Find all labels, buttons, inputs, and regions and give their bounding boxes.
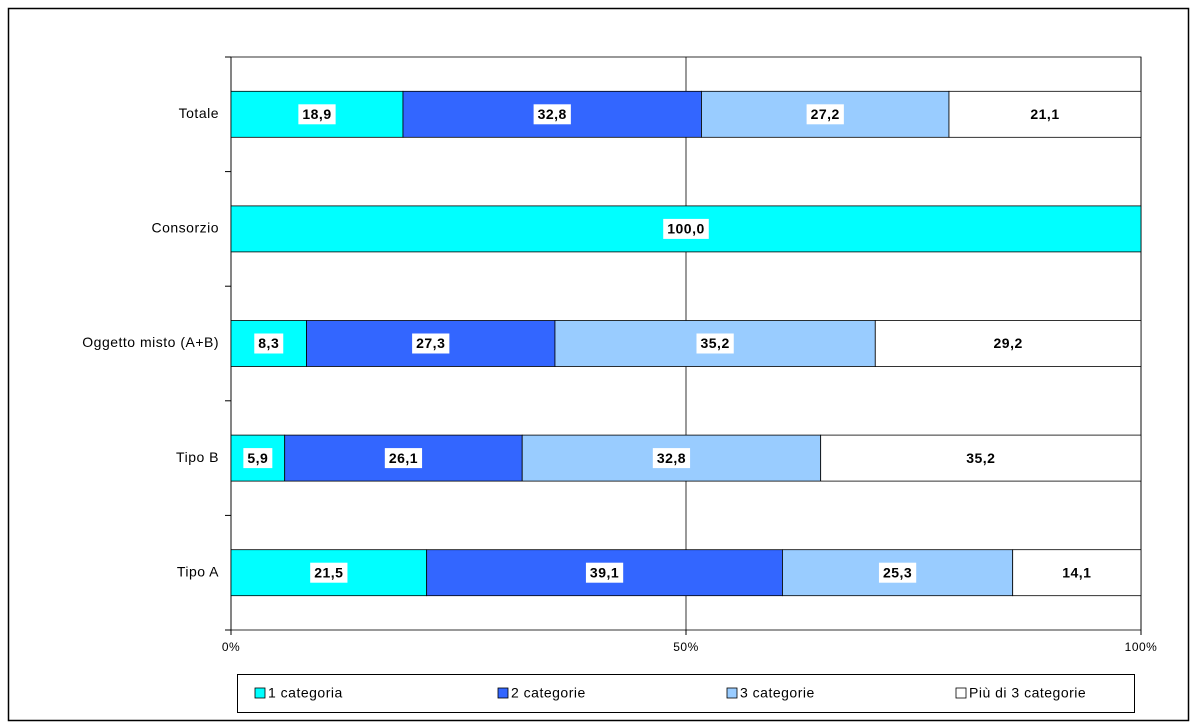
value-label-bg xyxy=(663,218,709,239)
value-label: 32,8 xyxy=(538,106,567,122)
value-label-bg xyxy=(1058,562,1096,583)
value-label-bg xyxy=(310,562,348,583)
value-label: 35,2 xyxy=(700,335,729,351)
value-label: 32,8 xyxy=(657,450,686,466)
value-label-bg xyxy=(384,448,423,469)
value-label: 27,3 xyxy=(416,335,445,351)
legend-swatch xyxy=(955,687,967,699)
value-label-bg xyxy=(652,448,691,469)
legend-swatch xyxy=(254,687,266,699)
value-label-bg xyxy=(962,448,1000,469)
value-label: 25,3 xyxy=(883,564,912,580)
value-label-bg xyxy=(989,333,1027,354)
value-label: 21,5 xyxy=(314,564,343,580)
value-label-bg xyxy=(696,333,734,354)
value-label-bg xyxy=(243,448,273,469)
value-label: 27,2 xyxy=(811,106,840,122)
legend-label: 2 categorie xyxy=(511,685,586,701)
y-tick-label: Totale xyxy=(179,105,219,121)
value-label-bg xyxy=(533,104,571,125)
legend-label: 3 categorie xyxy=(740,685,815,701)
legend-swatch xyxy=(726,687,738,699)
value-label: 29,2 xyxy=(994,335,1023,351)
value-label-bg xyxy=(254,333,284,354)
value-label: 100,0 xyxy=(667,221,705,237)
legend-box xyxy=(237,674,1135,713)
legend-label: 1 categoria xyxy=(268,685,343,701)
x-tick-label: 100% xyxy=(1125,640,1158,654)
value-label-bg xyxy=(878,562,917,583)
value-label: 26,1 xyxy=(389,450,418,466)
value-label: 39,1 xyxy=(590,564,619,580)
value-label: 21,1 xyxy=(1030,106,1059,122)
legend-label: Più di 3 categorie xyxy=(969,685,1086,701)
y-tick-label: Consorzio xyxy=(151,220,219,236)
value-label-bg xyxy=(585,562,624,583)
value-label: 18,9 xyxy=(302,106,331,122)
x-tick-label: 0% xyxy=(222,640,240,654)
value-label-bg xyxy=(1026,104,1064,125)
value-label: 35,2 xyxy=(966,450,995,466)
legend-swatch xyxy=(497,687,509,699)
value-label-bg xyxy=(298,104,336,125)
value-label: 14,1 xyxy=(1062,564,1091,580)
value-label-bg xyxy=(806,104,844,125)
value-label-bg xyxy=(412,333,450,354)
y-tick-label: Tipo A xyxy=(177,563,219,579)
value-label: 8,3 xyxy=(258,335,279,351)
y-tick-label: Oggetto misto (A+B) xyxy=(82,334,219,350)
y-tick-label: Tipo B xyxy=(176,449,219,465)
value-label: 5,9 xyxy=(247,450,268,466)
x-tick-label: 50% xyxy=(673,640,699,654)
